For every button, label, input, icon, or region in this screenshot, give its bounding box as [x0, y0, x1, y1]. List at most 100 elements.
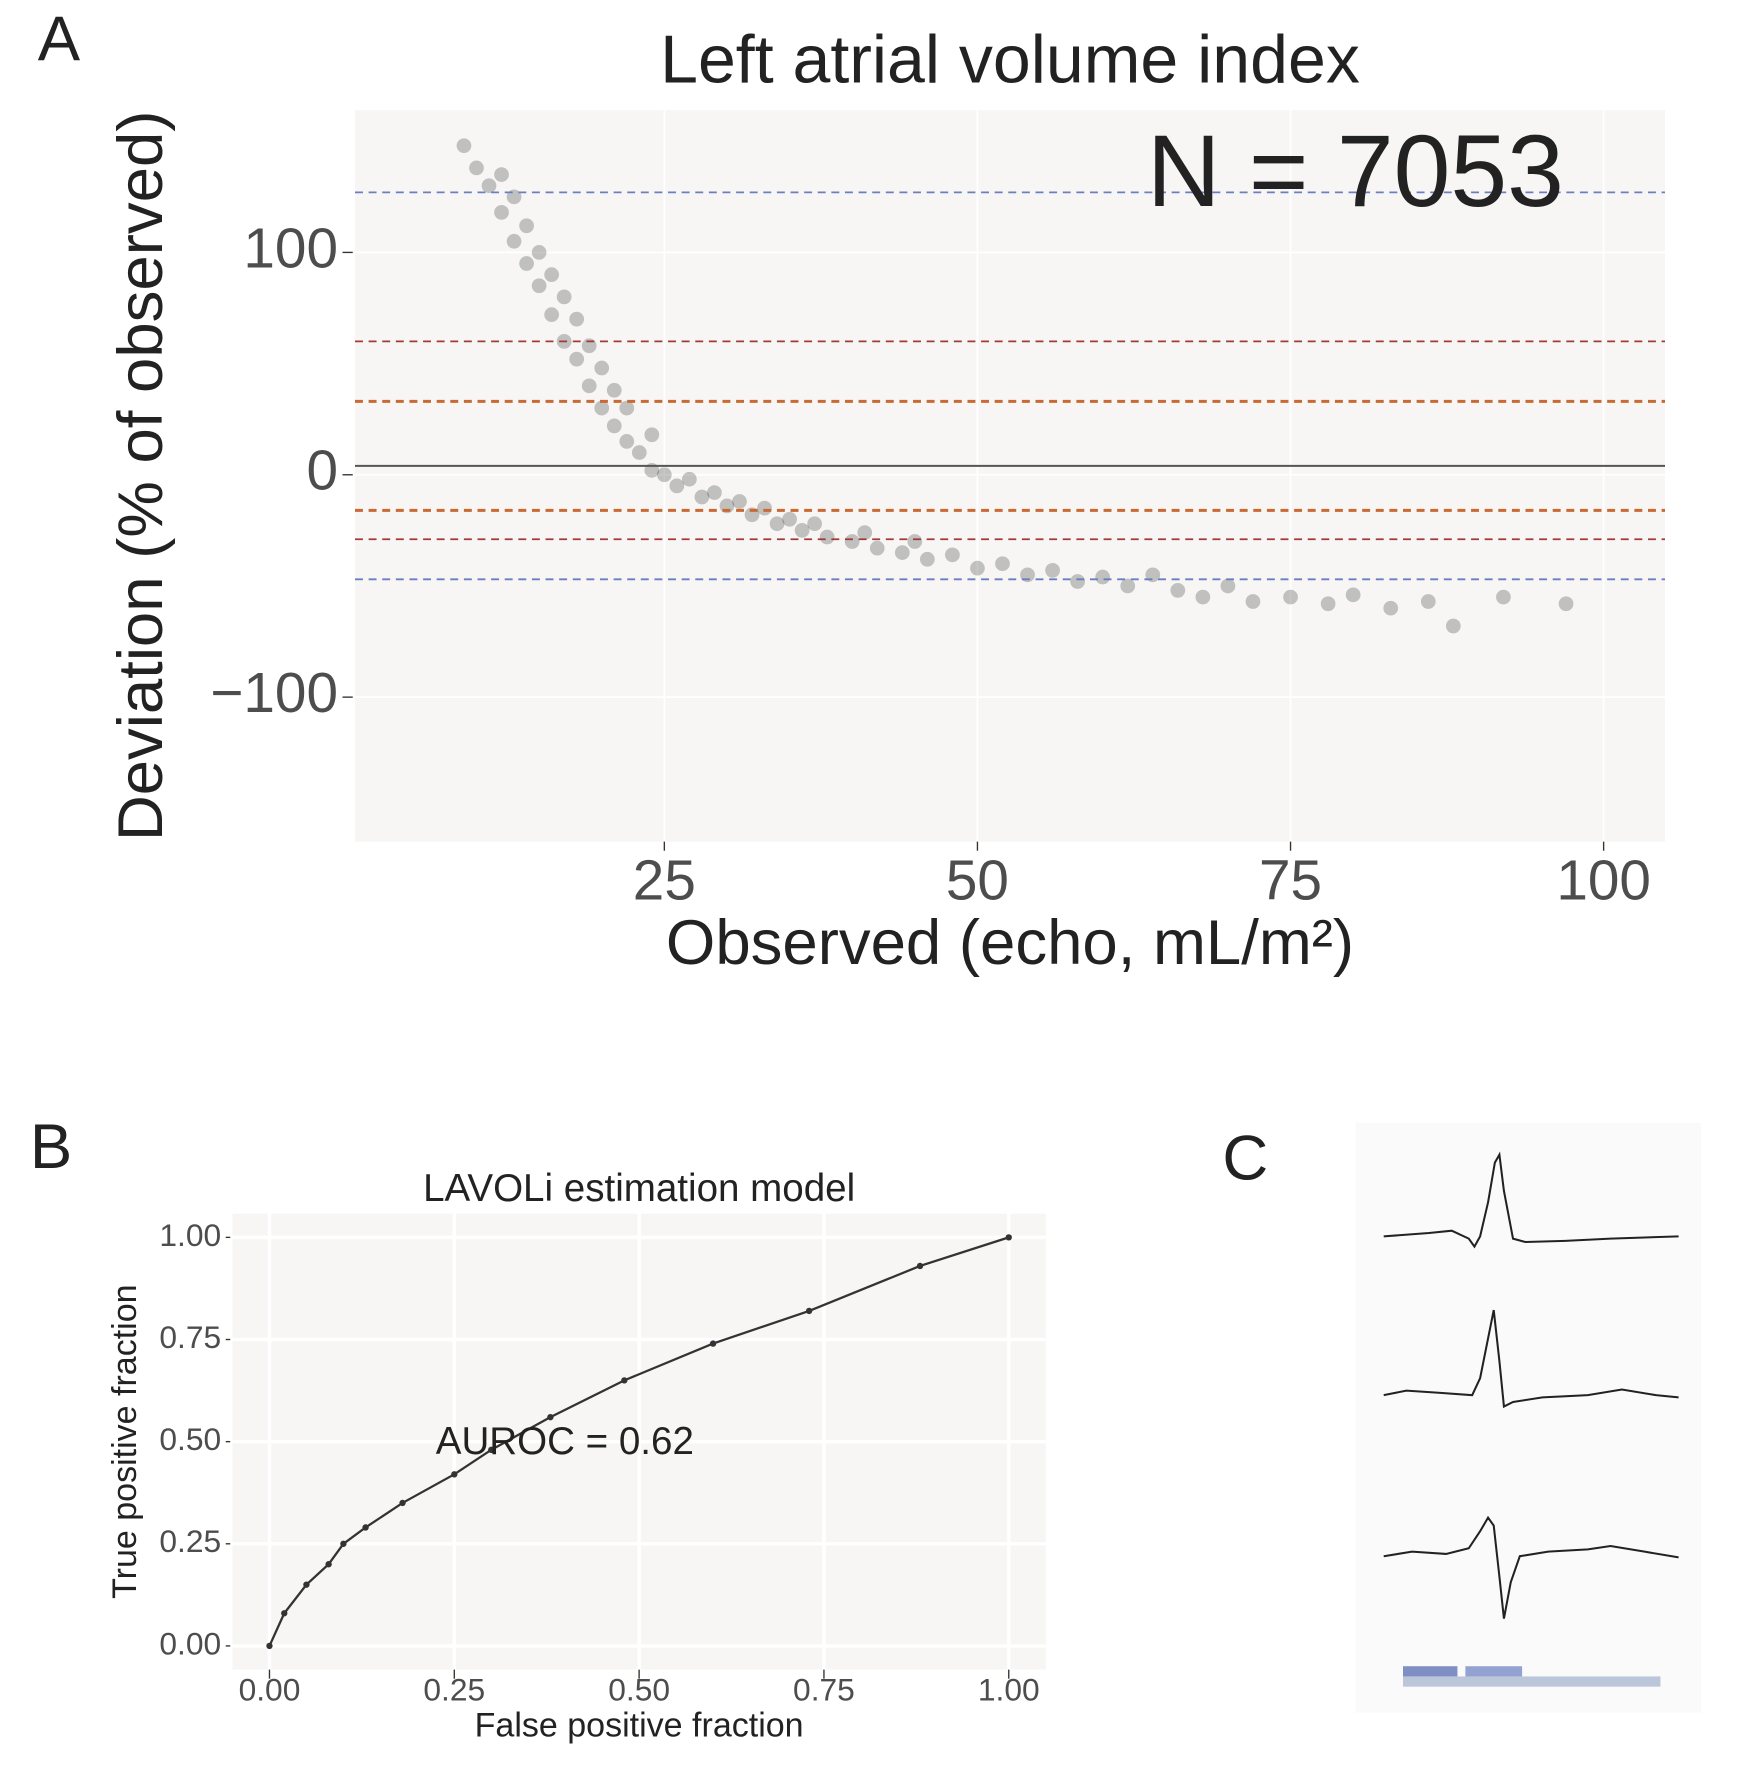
- x-tick-label: 100: [1556, 850, 1651, 913]
- point: [819, 529, 835, 545]
- point: [970, 560, 985, 576]
- panel-label: B: [30, 1112, 72, 1182]
- point: [769, 516, 785, 532]
- roc-point: [340, 1540, 347, 1547]
- point: [656, 467, 672, 483]
- point: [1120, 578, 1136, 594]
- point: [1445, 618, 1461, 634]
- chart-title: LAVOLi estimation model: [423, 1167, 855, 1210]
- y-axis-title: Deviation (% of observed): [106, 111, 176, 842]
- interval-bar: [1402, 1666, 1458, 1677]
- roc-point: [916, 1262, 924, 1270]
- roc-point: [451, 1471, 458, 1478]
- point: [694, 489, 710, 505]
- point: [506, 233, 522, 249]
- y-tick-label: 0.00: [159, 1625, 221, 1661]
- point: [456, 138, 472, 154]
- point: [544, 267, 559, 283]
- point: [844, 534, 860, 549]
- interval-bar: [1465, 1666, 1523, 1677]
- point: [469, 160, 484, 176]
- point: [945, 547, 960, 563]
- point: [869, 540, 885, 556]
- roc-point: [281, 1610, 288, 1617]
- ecg-trace: [1383, 1309, 1679, 1409]
- point: [481, 178, 497, 194]
- point: [1320, 596, 1336, 612]
- roc-point: [399, 1499, 406, 1507]
- point: [494, 167, 509, 182]
- roc-point: [325, 1561, 332, 1568]
- point: [894, 545, 910, 560]
- point: [519, 256, 534, 271]
- ecg-panel: [1355, 1122, 1702, 1713]
- point: [619, 434, 635, 449]
- y-tick-label: −100: [210, 662, 338, 725]
- point: [1420, 594, 1436, 609]
- y-tick-label: 1.00: [159, 1217, 221, 1253]
- point: [907, 534, 923, 549]
- point: [919, 551, 935, 567]
- point: [556, 289, 572, 305]
- x-tick-label: 0.25: [423, 1672, 485, 1708]
- point: [682, 471, 697, 487]
- y-tick-label: 0.75: [159, 1319, 221, 1355]
- plot-background: [355, 110, 1665, 842]
- point: [1383, 600, 1399, 616]
- x-axis-title: False positive fraction: [475, 1706, 804, 1744]
- point: [1095, 569, 1111, 585]
- point: [594, 400, 610, 416]
- x-tick-label: 50: [946, 850, 1009, 913]
- panel-label: A: [38, 4, 81, 74]
- point: [644, 427, 660, 443]
- point: [1070, 574, 1086, 589]
- interval-bar: [1402, 1676, 1661, 1687]
- point: [619, 400, 635, 416]
- point: [494, 205, 509, 220]
- roc-point: [709, 1340, 717, 1347]
- point: [757, 500, 772, 516]
- y-tick-label: 0.25: [159, 1523, 221, 1559]
- point: [1558, 596, 1574, 612]
- x-tick-label: 0.75: [793, 1672, 855, 1708]
- point: [1045, 563, 1060, 578]
- point: [519, 218, 534, 234]
- point: [569, 351, 585, 367]
- x-tick-label: 25: [633, 850, 696, 913]
- x-axis-title: Observed (echo, mL/m²): [666, 908, 1354, 978]
- roc-point: [266, 1642, 273, 1650]
- point: [1170, 583, 1186, 598]
- panel-label: C: [1222, 1123, 1268, 1193]
- x-tick-label: 0.50: [608, 1672, 670, 1708]
- point: [594, 360, 610, 376]
- annotation: AUROC = 0.62: [436, 1420, 694, 1463]
- point: [782, 511, 797, 527]
- roc-point: [805, 1307, 813, 1315]
- point: [531, 245, 547, 260]
- ecg-trace: [1383, 1151, 1679, 1249]
- point: [606, 418, 622, 434]
- y-axis-title: True positive fraction: [106, 1284, 144, 1598]
- point: [732, 494, 747, 509]
- y-tick-label: 0: [306, 440, 338, 503]
- ecg-trace: [1383, 1515, 1679, 1619]
- ecg-background: [1355, 1122, 1702, 1713]
- point: [606, 382, 622, 398]
- point: [857, 525, 873, 540]
- roc-point: [547, 1413, 554, 1421]
- point: [669, 478, 685, 494]
- point: [1345, 587, 1361, 603]
- point: [1283, 589, 1298, 605]
- roc-point: [621, 1377, 628, 1384]
- point: [531, 278, 547, 294]
- roc-point: [488, 1446, 495, 1453]
- point: [631, 445, 647, 460]
- x-tick-label: 75: [1259, 850, 1322, 913]
- point: [1195, 589, 1211, 605]
- point: [707, 485, 722, 500]
- point: [794, 522, 810, 538]
- y-tick-label: 0.50: [159, 1421, 221, 1457]
- y-tick-label: 100: [243, 217, 338, 280]
- point: [544, 307, 559, 323]
- roc-point: [362, 1524, 369, 1531]
